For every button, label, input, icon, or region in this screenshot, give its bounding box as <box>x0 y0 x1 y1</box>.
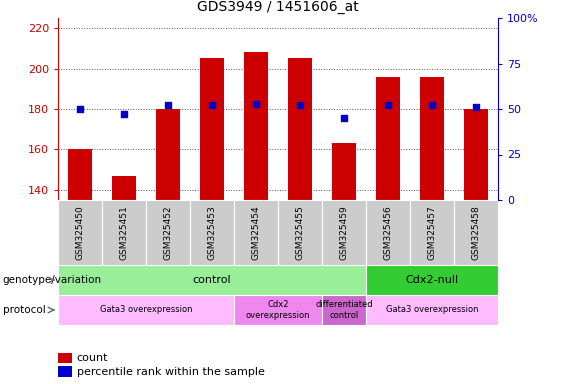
Bar <box>58 265 366 295</box>
Text: GSM325457: GSM325457 <box>428 205 437 260</box>
Bar <box>278 200 322 265</box>
Text: GSM325452: GSM325452 <box>163 205 172 260</box>
Bar <box>234 295 322 325</box>
Text: percentile rank within the sample: percentile rank within the sample <box>77 367 264 377</box>
Bar <box>68 149 92 200</box>
Bar <box>288 58 312 200</box>
Bar <box>366 265 498 295</box>
Text: GSM325456: GSM325456 <box>384 205 393 260</box>
Point <box>471 104 480 110</box>
Bar <box>156 109 180 200</box>
Bar <box>58 366 72 377</box>
Bar <box>200 58 224 200</box>
Point <box>76 106 85 112</box>
Bar <box>58 353 72 363</box>
Text: control: control <box>193 275 231 285</box>
Text: GSM325455: GSM325455 <box>295 205 305 260</box>
Point <box>119 111 128 118</box>
Text: GSM325458: GSM325458 <box>472 205 480 260</box>
Bar <box>366 200 410 265</box>
Text: GSM325450: GSM325450 <box>76 205 85 260</box>
Text: count: count <box>77 353 108 363</box>
Bar <box>366 295 498 325</box>
Bar <box>58 200 102 265</box>
Bar <box>376 77 400 200</box>
Bar <box>58 295 234 325</box>
Text: Cdx2-null: Cdx2-null <box>406 275 459 285</box>
Point <box>295 102 305 108</box>
Bar <box>244 52 268 200</box>
Text: GSM325454: GSM325454 <box>251 205 260 260</box>
Text: GSM325453: GSM325453 <box>207 205 216 260</box>
Text: Gata3 overexpression: Gata3 overexpression <box>386 306 478 314</box>
Text: protocol: protocol <box>3 305 46 315</box>
Point <box>251 101 260 107</box>
Point <box>428 102 437 108</box>
Bar <box>322 200 366 265</box>
Bar <box>112 176 136 200</box>
Text: Cdx2
overexpression: Cdx2 overexpression <box>246 300 310 320</box>
Bar <box>234 200 278 265</box>
Point <box>163 102 172 108</box>
Text: Gata3 overexpression: Gata3 overexpression <box>100 306 192 314</box>
Bar <box>454 200 498 265</box>
Bar <box>322 295 366 325</box>
Text: genotype/variation: genotype/variation <box>3 275 102 285</box>
Text: differentiated
control: differentiated control <box>315 300 373 320</box>
Title: GDS3949 / 1451606_at: GDS3949 / 1451606_at <box>197 0 359 14</box>
Point <box>207 102 216 108</box>
Bar <box>420 77 444 200</box>
Text: GSM325459: GSM325459 <box>340 205 349 260</box>
Bar <box>332 143 356 200</box>
Point <box>384 102 393 108</box>
Bar <box>190 200 234 265</box>
Text: GSM325451: GSM325451 <box>120 205 128 260</box>
Bar <box>146 200 190 265</box>
Point <box>340 115 349 121</box>
Bar <box>102 200 146 265</box>
Bar <box>410 200 454 265</box>
Bar <box>464 109 488 200</box>
